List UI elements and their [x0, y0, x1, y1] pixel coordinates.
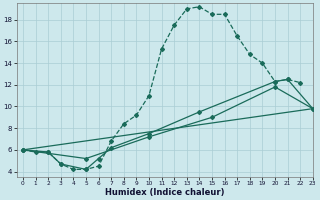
X-axis label: Humidex (Indice chaleur): Humidex (Indice chaleur) [105, 188, 224, 197]
